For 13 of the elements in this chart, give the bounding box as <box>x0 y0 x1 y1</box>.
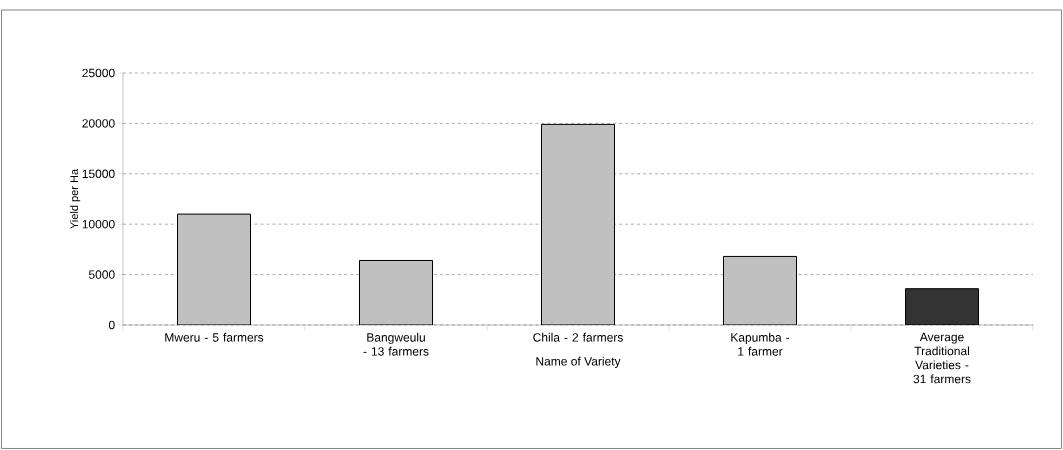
x-tick-label: Bangweulu - 13 farmers <box>363 332 429 356</box>
y-tick-label: 10000 <box>82 219 115 229</box>
x-axis-title: Name of Variety <box>536 356 621 368</box>
y-tick-label: 15000 <box>82 169 115 179</box>
y-tick-label: 5000 <box>88 270 115 279</box>
y-tick-label: 20000 <box>82 119 115 128</box>
x-tick-label: Kapumba - 1 farmer <box>731 332 790 356</box>
x-tick-label: Average Traditional Varieties - 31 farmers <box>913 332 971 384</box>
x-tick-label: Mweru - 5 farmers <box>165 332 264 342</box>
y-axis-title: Yield per Ha <box>69 168 81 229</box>
x-tick-label: Chila - 2 farmers <box>533 332 623 342</box>
y-tick-label: 0 <box>108 320 115 330</box>
y-tick-label: 25000 <box>82 68 115 78</box>
